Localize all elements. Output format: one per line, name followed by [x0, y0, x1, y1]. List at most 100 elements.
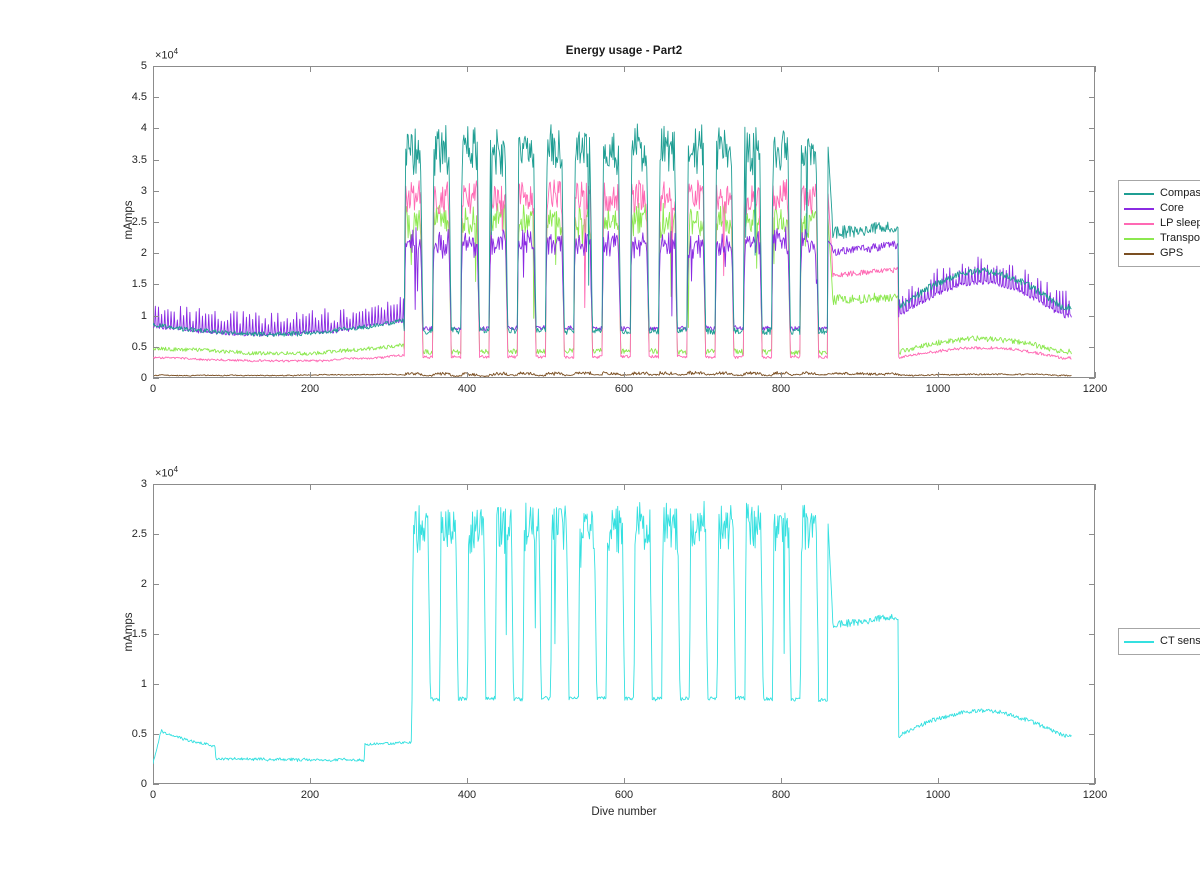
legend-entry[interactable]: Core: [1124, 201, 1200, 216]
y-tick-mark: [153, 159, 159, 161]
y-tick-mark: [1089, 222, 1095, 223]
series-line-ct-sensor: [153, 501, 1071, 764]
y-tick-label: 2: [140, 578, 147, 590]
y-tick-mark: [1089, 253, 1095, 255]
y-tick-mark: [153, 128, 159, 130]
x-tick-mark: [467, 778, 468, 784]
x-tick-mark: [1095, 484, 1096, 490]
legend-label: Transpond: [1160, 232, 1200, 244]
y-tick-label: 5: [140, 60, 147, 72]
x-tick-label: 800: [771, 789, 791, 801]
legend-label: LP sleep: [1160, 217, 1200, 229]
series-line-core: [153, 227, 1071, 337]
y-tick-mark: [1089, 584, 1095, 585]
x-tick-mark: [153, 484, 154, 490]
x-tick-mark: [467, 372, 468, 378]
x-tick-label: 200: [300, 789, 320, 801]
y-tick-mark: [153, 684, 159, 685]
x-tick-mark: [938, 484, 939, 490]
y-tick-mark: [153, 534, 159, 535]
legend-color-swatch: [1124, 252, 1154, 255]
page-title: Energy usage - Part2: [565, 45, 683, 57]
legend-color-swatch: [1124, 237, 1154, 240]
legend-label: Core: [1160, 202, 1184, 214]
top-chart-axes: Energy usage - Part2 ×104 mAmps 0 0.5 1 1.5…: [123, 45, 1107, 395]
x-tick-mark: [467, 66, 468, 72]
series-line-lp-sleep: [153, 180, 1071, 362]
series-line-transpond: [153, 203, 1071, 355]
y-tick-mark: [1089, 190, 1095, 192]
x-tick-label: 0: [149, 383, 157, 395]
y-tick-label: 2.5: [131, 216, 147, 228]
x-tick-label: 600: [614, 789, 634, 801]
top-y-exponent-power: 4: [173, 47, 179, 56]
y-tick-mark: [1089, 284, 1095, 286]
y-tick-mark: [1089, 97, 1095, 99]
bottom-plot-lines: [153, 484, 1095, 784]
legend-entry[interactable]: LP sleep: [1124, 216, 1200, 231]
y-tick-label: 3: [140, 478, 147, 490]
y-tick-label: 4.5: [131, 91, 147, 104]
x-tick-mark: [624, 372, 625, 378]
x-tick-label: 0: [149, 789, 157, 801]
y-tick-mark: [1089, 534, 1095, 535]
x-tick-label: 600: [614, 383, 634, 395]
y-tick-label: 2.5: [131, 528, 147, 540]
bottom-y-exponent-base: ×10: [155, 467, 174, 480]
x-tick-mark: [781, 484, 782, 490]
x-tick-mark: [310, 778, 311, 784]
y-tick-label: 0.5: [131, 728, 147, 740]
y-tick-mark: [1089, 634, 1095, 635]
top-chart-legend[interactable]: Compass Core LP sleep Transpond GPS: [1118, 180, 1200, 267]
y-tick-mark: [153, 734, 159, 735]
y-tick-mark: [1089, 128, 1095, 130]
bottom-y-exponent: ×104: [155, 465, 178, 480]
x-tick-mark: [624, 66, 625, 72]
y-tick-mark: [153, 66, 159, 67]
x-tick-mark: [153, 778, 154, 784]
x-tick-mark: [310, 372, 311, 378]
x-tick-mark: [938, 66, 939, 72]
x-tick-mark: [1095, 778, 1096, 784]
legend-label: GPS: [1160, 247, 1184, 259]
bottom-y-exponent-power: 4: [173, 465, 179, 474]
legend-entry[interactable]: Transpond: [1124, 231, 1200, 246]
legend-entry[interactable]: Compass: [1124, 186, 1200, 201]
bottom-x-axis-label: Dive number: [591, 806, 657, 818]
y-tick-mark: [153, 222, 159, 223]
x-tick-label: 400: [457, 383, 477, 395]
y-tick-label: 0: [140, 372, 147, 384]
y-tick-mark: [153, 190, 159, 192]
legend-color-swatch: [1124, 222, 1154, 225]
y-tick-mark: [153, 97, 159, 99]
top-y-exponent-base: ×10: [155, 49, 174, 62]
x-tick-label: 400: [457, 789, 477, 801]
y-tick-mark: [1089, 784, 1095, 785]
y-tick-label: 1: [140, 678, 147, 690]
series-line-gps: [153, 371, 1071, 377]
bottom-chart-legend[interactable]: CT sensor: [1118, 628, 1200, 655]
legend-label: Compass: [1160, 187, 1200, 199]
y-tick-label: 1.5: [131, 628, 147, 640]
legend-entry[interactable]: CT sensor: [1124, 634, 1200, 649]
top-plot-lines: [153, 66, 1095, 378]
y-tick-mark: [1089, 159, 1095, 161]
y-tick-mark: [1089, 484, 1095, 485]
x-tick-mark: [153, 372, 154, 378]
x-tick-mark: [1095, 372, 1096, 378]
x-tick-mark: [310, 484, 311, 490]
y-tick-label: 3: [140, 184, 147, 197]
x-tick-mark: [938, 372, 939, 378]
y-tick-mark: [153, 315, 159, 317]
y-tick-mark: [153, 253, 159, 255]
x-tick-mark: [153, 66, 154, 72]
y-tick-mark: [1089, 684, 1095, 685]
y-tick-label: 1: [140, 309, 147, 322]
y-tick-mark: [1089, 66, 1095, 67]
legend-entry[interactable]: GPS: [1124, 246, 1200, 261]
y-tick-mark: [1089, 378, 1095, 379]
x-tick-mark: [781, 66, 782, 72]
x-tick-label: 1200: [1082, 383, 1108, 395]
y-tick-mark: [153, 284, 159, 286]
